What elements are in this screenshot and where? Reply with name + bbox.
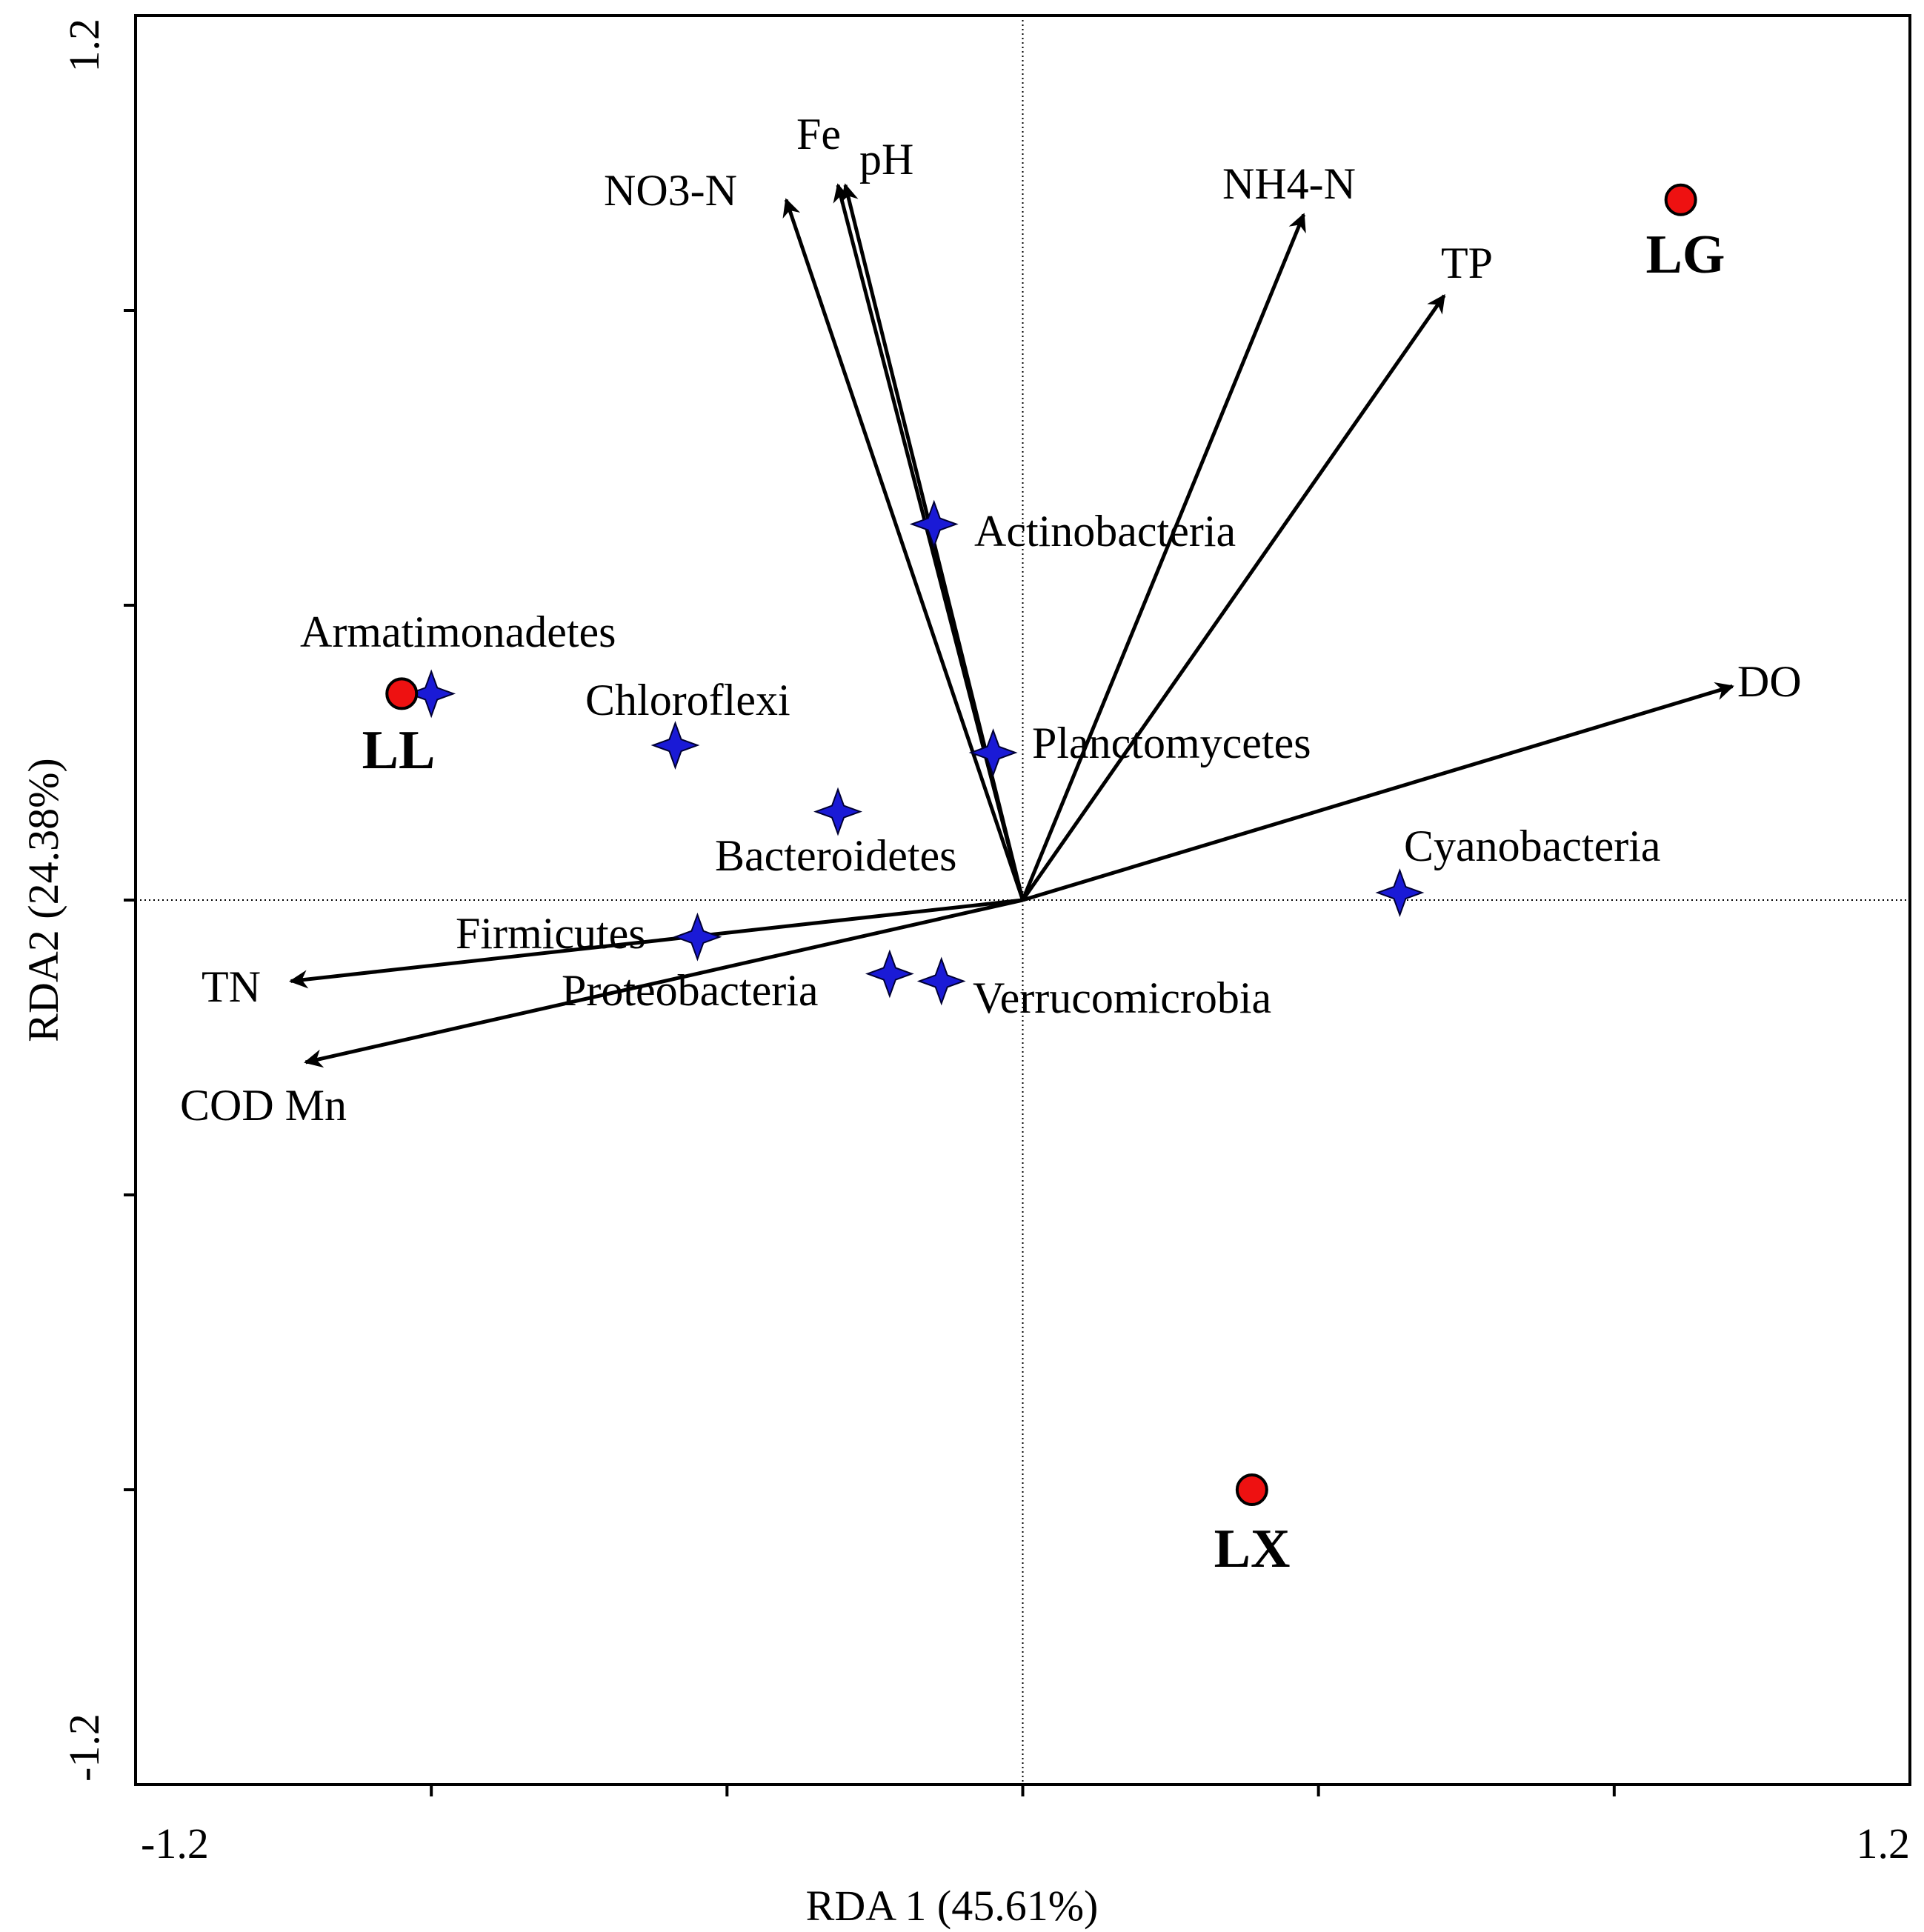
y-tick-labels: 1.2 -1.2 — [60, 19, 108, 1782]
vector-label-ph: pH — [859, 135, 913, 184]
vector-label-tn: TN — [202, 962, 261, 1011]
vector-arrow-no3-n — [782, 198, 1025, 901]
phylum-label-actinobacteria: Actinobacteria — [974, 507, 1236, 556]
site-label-ll: LL — [362, 720, 436, 781]
phylum-marker-armatimonadetes — [407, 669, 456, 719]
phylum-marker-planctomycetes — [968, 728, 1018, 777]
phylum-markers — [407, 499, 1425, 1006]
site-labels: LG LL LX — [362, 224, 1725, 1579]
site-label-lg: LG — [1646, 224, 1725, 285]
vector-label-fe: Fe — [796, 110, 841, 159]
phylum-marker-cyanobacteria — [1375, 868, 1425, 917]
phylum-label-firmicutes: Firmicutes — [456, 909, 646, 958]
phylum-marker-firmicutes — [673, 912, 722, 962]
phylum-marker-proteobacteria — [865, 949, 914, 999]
y-axis-title: RDA2 (24.38%) — [19, 758, 67, 1042]
vector-label-do: DO — [1737, 657, 1802, 706]
vector-label-cod-mn: COD Mn — [180, 1081, 347, 1130]
x-tick-label-min: -1.2 — [141, 1819, 209, 1868]
site-markers — [385, 183, 1697, 1506]
y-tick-label-min: -1.2 — [60, 1713, 108, 1782]
site-marker-lg — [1664, 183, 1697, 216]
vector-arrow-tn — [289, 898, 1023, 989]
phylum-marker-chloroflexi — [650, 721, 700, 770]
phylum-label-verrucomicrobia: Verrucomicrobia — [973, 973, 1271, 1022]
vector-label-nh4-n: NH4-N — [1222, 159, 1356, 208]
vector-label-no3-n: NO3-N — [604, 166, 737, 215]
y-tick-label-max: 1.2 — [60, 19, 108, 73]
axis-ticks — [124, 309, 1616, 1796]
environmental-vectors — [289, 183, 1734, 1068]
phylum-label-armatimonadetes: Armatimonadetes — [300, 607, 616, 656]
phylum-label-planctomycetes: Planctomycetes — [1032, 719, 1311, 767]
vector-arrow-cod-mn — [304, 898, 1024, 1068]
phylum-label-cyanobacteria: Cyanobacteria — [1404, 822, 1661, 870]
vector-arrow-do — [1022, 682, 1734, 902]
phylum-label-proteobacteria: Proteobacteria — [562, 966, 819, 1015]
vector-arrow-nh4-n — [1021, 213, 1306, 901]
site-label-lx: LX — [1214, 1519, 1291, 1579]
phylum-label-chloroflexi: Chloroflexi — [585, 676, 790, 724]
phylum-marker-actinobacteria — [909, 499, 959, 549]
vector-label-tp: TP — [1441, 239, 1493, 287]
phylum-marker-bacteroidetes — [813, 787, 862, 836]
x-tick-labels: -1.2 1.2 — [141, 1819, 1910, 1868]
phylum-marker-verrucomicrobia — [916, 956, 966, 1006]
site-marker-lx — [1235, 1473, 1268, 1506]
phylum-label-bacteroidetes: Bacteroidetes — [715, 831, 957, 880]
x-axis-title: RDA 1 (45.61%) — [806, 1882, 1099, 1930]
environmental-vector-labels: NO3-N Fe pH NH4-N TP DO TN COD Mn — [180, 110, 1802, 1130]
x-tick-label-max: 1.2 — [1857, 1819, 1911, 1868]
phylum-labels: Actinobacteria Armatimonadetes Chlorofle… — [300, 507, 1661, 1022]
site-marker-ll — [385, 677, 419, 710]
vector-arrow-tp — [1021, 294, 1446, 902]
